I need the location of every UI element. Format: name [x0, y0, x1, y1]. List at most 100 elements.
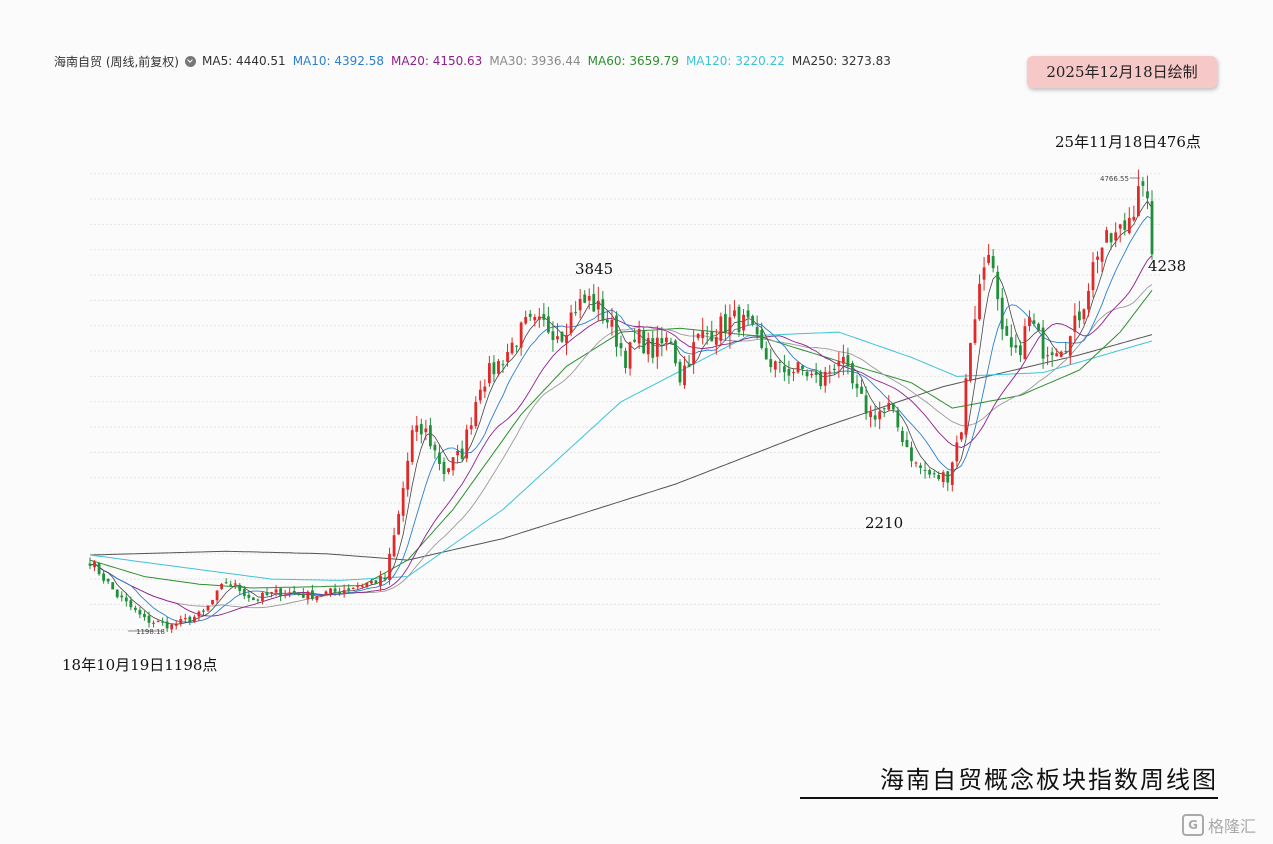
candle-body — [819, 371, 823, 387]
candle-body — [919, 465, 922, 468]
candle-body — [261, 592, 264, 601]
high-marker-label: 4766.55 — [1100, 175, 1129, 183]
candle-body — [832, 368, 836, 371]
candle-body — [492, 362, 496, 375]
candle-body — [379, 576, 382, 586]
legend-ma250: MA250: 3273.83 — [791, 54, 891, 68]
candle-body — [1077, 311, 1081, 321]
legend-ma5: MA5: 4440.51 — [202, 54, 286, 68]
candle-body — [115, 589, 119, 598]
candle-body — [651, 338, 655, 358]
candle-body — [356, 586, 360, 588]
candle-body — [710, 331, 714, 342]
candle-body — [637, 329, 641, 344]
candle-body — [760, 329, 764, 348]
ma-line-ma30 — [89, 284, 1153, 609]
candle-body — [855, 383, 859, 389]
candle-body — [483, 386, 487, 392]
candle-body — [192, 616, 196, 623]
candle-body — [801, 365, 804, 369]
candle-body — [792, 372, 795, 374]
ma-line-ma250 — [89, 334, 1153, 561]
legend-title: 海南自贸 (周线,前复权) — [54, 54, 179, 69]
candle-body — [878, 411, 882, 420]
candle-body — [773, 361, 777, 370]
candle-body — [238, 584, 242, 591]
candle-body — [174, 624, 178, 626]
candle-body — [828, 371, 832, 373]
candle-body — [220, 584, 224, 589]
candle-body — [569, 312, 573, 334]
candle-body — [442, 462, 446, 475]
candle-body — [873, 415, 877, 420]
candle-body — [310, 590, 314, 600]
candle-body — [1028, 317, 1031, 327]
candle-body — [678, 361, 682, 383]
candle-body — [1105, 230, 1109, 243]
annotation-trough: 2210 — [865, 514, 904, 532]
annotation-current: 4238 — [1148, 257, 1187, 275]
candle-body — [360, 585, 364, 587]
chevron-down-icon[interactable] — [185, 55, 196, 67]
candle-body — [1009, 337, 1013, 348]
candle-body — [528, 313, 532, 317]
candle-body — [733, 310, 736, 317]
candle-body — [542, 314, 546, 320]
candle-body — [565, 335, 568, 344]
candle-body — [1059, 351, 1063, 357]
candle-body — [610, 320, 614, 327]
legend-ma20: MA20: 4150.63 — [391, 54, 483, 68]
candle-body — [329, 588, 332, 594]
candle-body — [723, 314, 727, 333]
ma-line-ma120 — [89, 331, 1153, 581]
candle-body — [478, 389, 482, 401]
candle-body — [524, 316, 528, 324]
candle-body — [982, 267, 986, 280]
candle-body — [1100, 247, 1104, 262]
candle-body — [605, 319, 609, 323]
candle-body — [950, 462, 954, 485]
candle-body — [428, 425, 432, 447]
candle-body — [1032, 320, 1036, 325]
candle-body — [315, 595, 319, 601]
candle-body — [347, 588, 351, 591]
candle-body — [923, 469, 927, 471]
candle-body — [864, 395, 868, 414]
candle-body — [265, 592, 269, 596]
candle-body — [787, 368, 791, 376]
candle-body — [510, 342, 514, 354]
annotation-start: 18年10月19日1198点 — [62, 656, 218, 674]
candle-body — [438, 452, 441, 465]
candle-body — [692, 342, 696, 365]
candle-body — [674, 340, 677, 364]
chart-legend: 海南自贸 (周线,前复权) MA5: 4440.51 MA10: 4392.58… — [54, 52, 898, 70]
candle-body — [1096, 256, 1099, 260]
candle-body — [506, 352, 509, 362]
candle-body — [655, 337, 659, 357]
candle-body — [932, 473, 936, 475]
candle-body — [696, 333, 700, 339]
candle-body — [288, 592, 292, 594]
candle-body — [383, 577, 387, 580]
candle-body — [324, 591, 328, 596]
legend-ma30: MA30: 3936.44 — [489, 54, 581, 68]
candle-body — [161, 621, 165, 623]
legend-ma120: MA120: 3220.22 — [685, 54, 785, 68]
candle-body — [1150, 201, 1154, 255]
candle-body — [179, 618, 183, 624]
candle-body — [928, 470, 932, 475]
candle-body — [1141, 181, 1145, 186]
candle-body — [769, 359, 773, 368]
candle-body — [1091, 262, 1095, 291]
candle-body — [215, 590, 219, 601]
candle-body — [415, 425, 419, 432]
candle-body — [351, 588, 355, 590]
candle-body — [601, 299, 605, 321]
candle-body — [551, 331, 555, 341]
candle-body — [1118, 224, 1122, 229]
candle-body — [869, 411, 873, 418]
candle-body — [1055, 353, 1059, 357]
candle-body — [229, 584, 233, 586]
candle-body — [1005, 326, 1009, 336]
